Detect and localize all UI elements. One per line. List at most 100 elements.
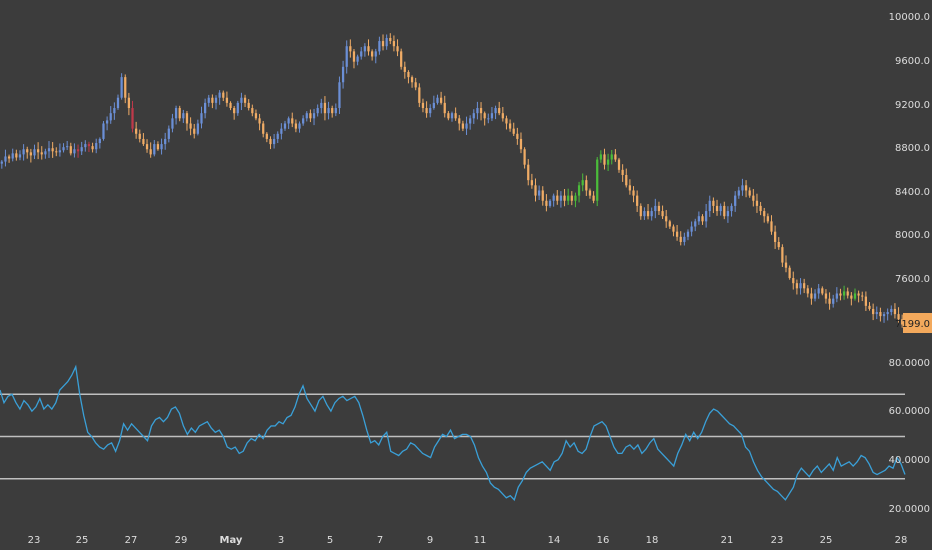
candle-body (864, 296, 868, 306)
time-axis[interactable]: 23 25 27 29 May 3 5 7 9 11 14 16 18 21 2… (28, 535, 908, 546)
rsi-pane[interactable] (0, 364, 906, 502)
candle-body (879, 312, 882, 317)
candle-body (193, 128, 196, 134)
candle-body (581, 180, 584, 186)
candle-body (18, 154, 22, 158)
price-pane[interactable] (0, 33, 904, 328)
candle-body (367, 46, 370, 52)
candle-body (363, 46, 366, 52)
candle-body (508, 123, 512, 129)
candle-body (603, 154, 606, 165)
candle-body (396, 46, 399, 52)
candle-body (570, 195, 573, 201)
candle-body (512, 128, 515, 134)
candle-body (857, 293, 860, 296)
candle-body (665, 216, 668, 222)
candle-body (153, 144, 156, 155)
candle-body (730, 205, 733, 212)
candle-body (686, 231, 690, 237)
candle-body (737, 190, 740, 196)
candle-body (254, 113, 258, 119)
candle-body (719, 205, 722, 212)
candle-body (853, 293, 857, 299)
candle-body (596, 159, 599, 201)
candle-body (171, 118, 174, 129)
time-tick-label: May (220, 535, 243, 546)
candle-body (258, 118, 261, 124)
candle-body (323, 102, 327, 114)
candle-body (723, 205, 726, 217)
rsi-axis[interactable]: 80.0000 60.0000 40.0000 20.0000 (889, 358, 930, 515)
candle-body (207, 97, 210, 103)
candle-body (476, 108, 479, 114)
candle-body (69, 146, 72, 154)
candle-body (102, 123, 105, 139)
candle-body (272, 138, 276, 145)
candle-body (425, 108, 428, 114)
last-price-tag (903, 313, 932, 333)
candle-body (243, 97, 247, 103)
candle-body (748, 190, 751, 196)
candle-body (472, 113, 475, 119)
candle-body (381, 41, 385, 47)
rsi-tick-label: 60.0000 (889, 406, 930, 417)
candle-body (741, 185, 744, 191)
candle-body (625, 175, 628, 186)
candle-body (646, 211, 650, 217)
time-tick-label: 11 (474, 535, 487, 546)
time-tick-label: 25 (76, 535, 89, 546)
candle-body (621, 169, 624, 175)
candle-body (109, 113, 112, 121)
candle-body (810, 293, 813, 299)
candle-body (861, 295, 864, 297)
candle-body (62, 147, 65, 151)
candle-body (91, 146, 94, 150)
candle-body (610, 154, 613, 160)
candle-body (316, 108, 319, 114)
candle-body (494, 108, 497, 114)
candle-body (309, 113, 312, 119)
candle-body (302, 118, 305, 124)
price-axis[interactable]: 10000.0 9600.0 9200.0 8800.0 8400.0 8000… (889, 12, 932, 333)
candle-body (744, 185, 748, 191)
candle-body (7, 156, 11, 159)
candle-body (886, 312, 889, 315)
candle-body (628, 185, 632, 191)
candle-body (469, 118, 472, 124)
candle-body (36, 149, 40, 153)
candle-body (127, 97, 131, 109)
candle-body (465, 123, 468, 129)
candle-body (726, 211, 730, 217)
candle-body (26, 149, 29, 153)
candle-body (407, 71, 410, 78)
candle-body (265, 133, 268, 139)
candle-body (269, 138, 272, 145)
candle-body (519, 138, 523, 150)
candle-body (283, 123, 287, 129)
candle-body (538, 190, 541, 196)
candle-body (799, 283, 802, 289)
candle-body (563, 195, 566, 201)
candle-body (142, 138, 145, 145)
candle-body (527, 164, 530, 181)
candle-body (668, 221, 671, 227)
candle-body (835, 293, 838, 299)
candle-body (868, 305, 871, 309)
candle-body (813, 293, 817, 299)
candle-body (113, 108, 116, 114)
price-tick-label: 8400.0 (895, 187, 930, 198)
candle-body (712, 200, 715, 206)
candle-body (280, 128, 283, 134)
candle-body (842, 291, 846, 296)
candle-body (385, 37, 388, 47)
candle-body (345, 46, 348, 67)
candle-body (501, 113, 504, 119)
candle-body (276, 133, 279, 139)
candle-body (287, 118, 290, 124)
candle-body (124, 77, 127, 98)
time-tick-label: 3 (278, 535, 284, 546)
candle-body (832, 298, 835, 304)
candle-body (530, 180, 533, 186)
candle-body (592, 195, 595, 201)
